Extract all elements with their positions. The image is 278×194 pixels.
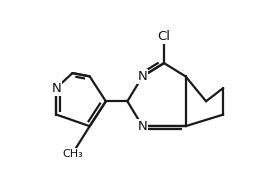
Text: Cl: Cl xyxy=(158,30,170,43)
Text: N: N xyxy=(138,120,147,133)
Text: N: N xyxy=(138,70,147,83)
Text: CH₃: CH₃ xyxy=(62,149,83,158)
Text: N: N xyxy=(51,81,61,94)
